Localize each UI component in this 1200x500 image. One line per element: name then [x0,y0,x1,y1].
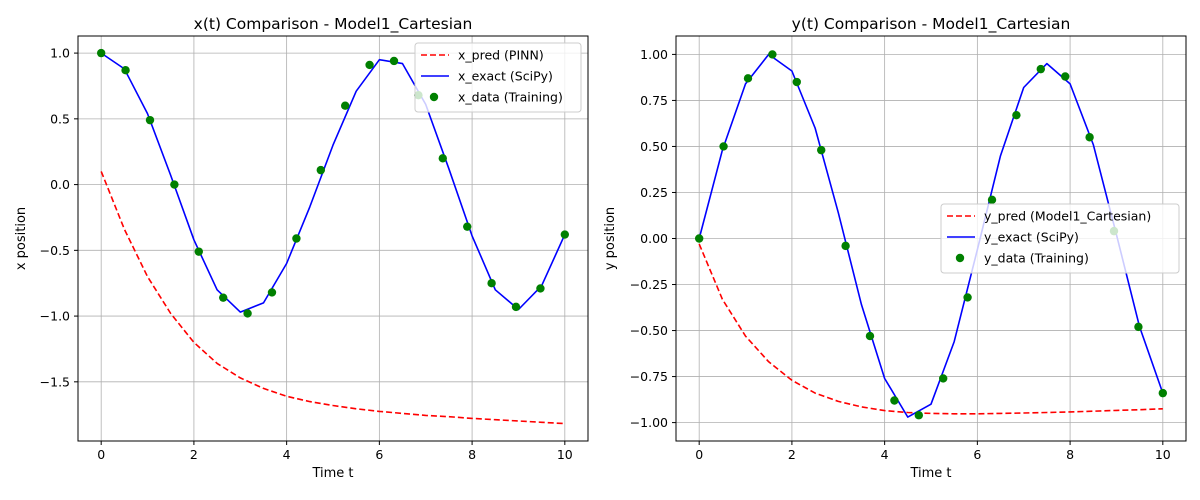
y-tick-label: −0.5 [40,243,70,258]
series-x_data (Training) [96,48,570,318]
y-tick-label: −0.50 [630,323,668,338]
data-point [438,154,447,163]
data-point [817,145,826,155]
grid [676,36,1186,441]
x-tick-label: 4 [283,447,291,462]
data-point [694,234,704,243]
x-tick-label: 0 [695,447,703,462]
legend: y_pred (Model1_Cartesian) y_exact (SciPy)… [940,203,1180,274]
series-line-y_exact (SciPy) [698,53,1164,418]
legend-label: x_exact (SciPy) [458,69,553,84]
data-point [194,247,203,256]
chart-panel-2: 0 2 4 6 8 10 −1.00 −0.75 −0.50 −0.25 0.00 0.25 0.50 0… [603,15,1187,481]
data-point [560,230,570,239]
y-axis-label: y position [603,207,618,270]
data-point [487,279,496,288]
y-tick-label: −0.25 [630,277,668,292]
data-point [145,115,155,125]
data-point [792,77,801,87]
y-tick-label: −1.00 [630,415,668,430]
data-point [841,241,850,251]
y-tick-label: 0.75 [640,93,668,108]
y-tick-label: 0.0 [50,177,70,192]
x-tick-label: 10 [557,447,573,462]
y-tick-label: 0.25 [640,185,668,200]
data-point [1134,322,1143,332]
data-point [1158,388,1168,398]
data-point [963,293,972,302]
y-tick-label: −0.75 [630,369,668,384]
legend-label: y_exact (SciPy) [984,230,1079,245]
data-point [743,74,753,83]
axes-frame [77,35,589,442]
data-point [340,101,350,110]
legend-box [414,42,582,113]
x-axis-label: Time t [311,466,353,481]
x-tick-label: 6 [973,447,981,462]
data-point [389,56,399,66]
y-tick-label: −1.5 [40,374,70,389]
y-tick-label: 1.0 [50,46,70,61]
legend-label: y_pred (Model1_Cartesian) [984,209,1151,224]
x-tick-label: 4 [881,447,889,462]
legend-marker [429,92,439,102]
data-point [914,411,924,420]
data-point [1061,72,1070,81]
y-tick-label: 0.5 [50,111,70,126]
x-tick-label: 10 [1155,447,1171,462]
data-point [938,374,948,383]
legend-marker [955,253,965,263]
y-tick-label: −1.0 [40,309,70,324]
data-point [170,180,179,189]
plot-area [96,48,570,425]
series-line-x_exact (SciPy) [100,52,566,313]
legend-box [940,203,1180,274]
data-point [1036,64,1045,74]
x-axis-label: Time t [909,466,951,481]
legend-label: y_data (Training) [984,251,1089,266]
y-tick-label: 0.00 [640,231,668,246]
data-point [463,222,472,231]
x-tick-label: 8 [468,447,476,462]
chart-title: x(t) Comparison - Model1_Cartesian [194,15,473,34]
x-tick-label: 0 [97,447,105,462]
chart-title: y(t) Comparison - Model1_Cartesian [792,15,1071,34]
data-point [890,396,899,405]
x-tick-label: 2 [190,447,198,462]
data-point [96,48,106,58]
data-point [267,288,277,297]
data-point [536,284,545,293]
data-point [121,65,130,75]
x-tick-label: 2 [788,447,796,462]
legend: x_pred (PINN) x_exact (SciPy) x_data (Trai… [414,42,582,113]
data-point [511,302,521,312]
data-point [365,60,374,70]
y-axis-label: x position [14,207,29,270]
data-point [987,195,997,205]
data-point [719,142,728,151]
x-tick-label: 8 [1066,447,1074,462]
plot-area [694,50,1168,420]
series-line-y_pred (Model1_Cartesian) [698,243,1163,415]
data-point [768,50,777,59]
data-point [292,234,301,243]
data-point [1085,133,1094,142]
data-point [316,165,326,175]
data-point [1012,110,1021,120]
x-tick-label: 6 [375,447,383,462]
legend-label: x_pred (PINN) [458,48,544,63]
data-point [243,309,252,318]
series-y_data (Training) [694,50,1168,420]
y-tick-label: 0.50 [640,139,668,154]
y-tick-label: 1.00 [640,47,668,62]
series-line-x_pred (PINN) [100,171,565,425]
data-point [865,331,875,341]
chart-panel-1: 0 2 4 6 8 10 −1.5 −1.0 −0.5 0.0 0.5 1.0 x(t) Compari… [14,15,589,481]
data-point [219,293,228,302]
legend-label: x_data (Training) [458,90,563,105]
